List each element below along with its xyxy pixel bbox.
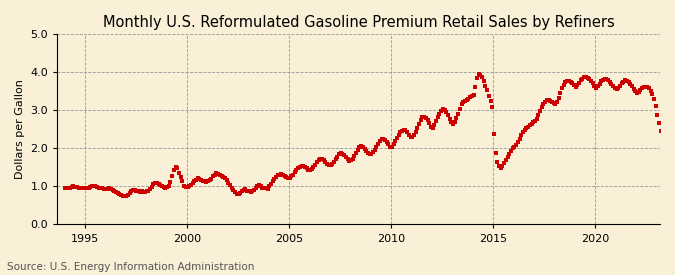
Title: Monthly U.S. Reformulated Gasoline Premium Retail Sales by Refiners: Monthly U.S. Reformulated Gasoline Premi… — [103, 15, 614, 30]
Y-axis label: Dollars per Gallon: Dollars per Gallon — [15, 79, 25, 179]
Text: Source: U.S. Energy Information Administration: Source: U.S. Energy Information Administ… — [7, 262, 254, 272]
